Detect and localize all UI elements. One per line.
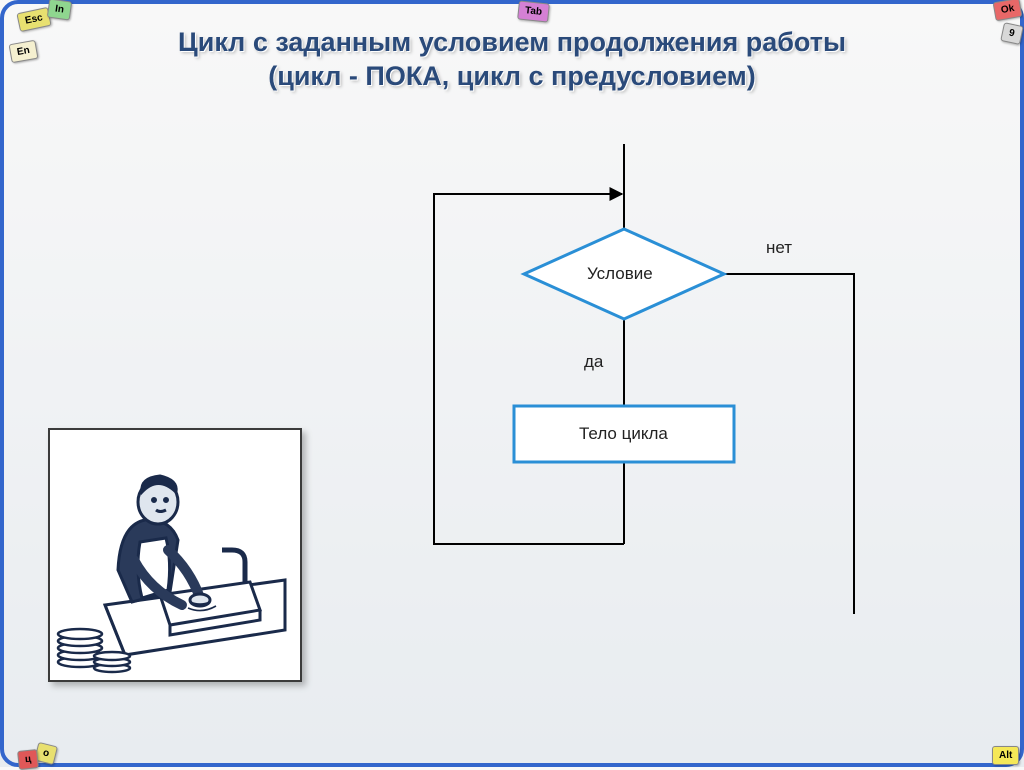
decision-label: Условие [587,264,653,284]
title-line1: Цикл с заданным условием продолжения раб… [178,27,846,57]
page-title: Цикл с заданным условием продолжения раб… [4,26,1020,94]
key-tab: Tab [517,0,550,22]
flowchart-while-loop: Условие Тело цикла да нет [364,144,904,664]
edge-label-yes: да [584,352,603,372]
key-alt: Alt [992,746,1019,765]
key-in: In [47,0,72,21]
key-9: 9 [1000,22,1023,45]
illustration-dishwashing [48,428,302,682]
flowchart-edges [434,144,854,614]
title-line2: (цикл - ПОКА, цикл с предусловием) [268,61,756,91]
edge-no-right [724,274,854,614]
process-label: Тело цикла [579,424,668,444]
key-ok: Ok [993,0,1023,21]
flowchart-svg [364,144,904,664]
edge-label-no: нет [766,238,792,258]
